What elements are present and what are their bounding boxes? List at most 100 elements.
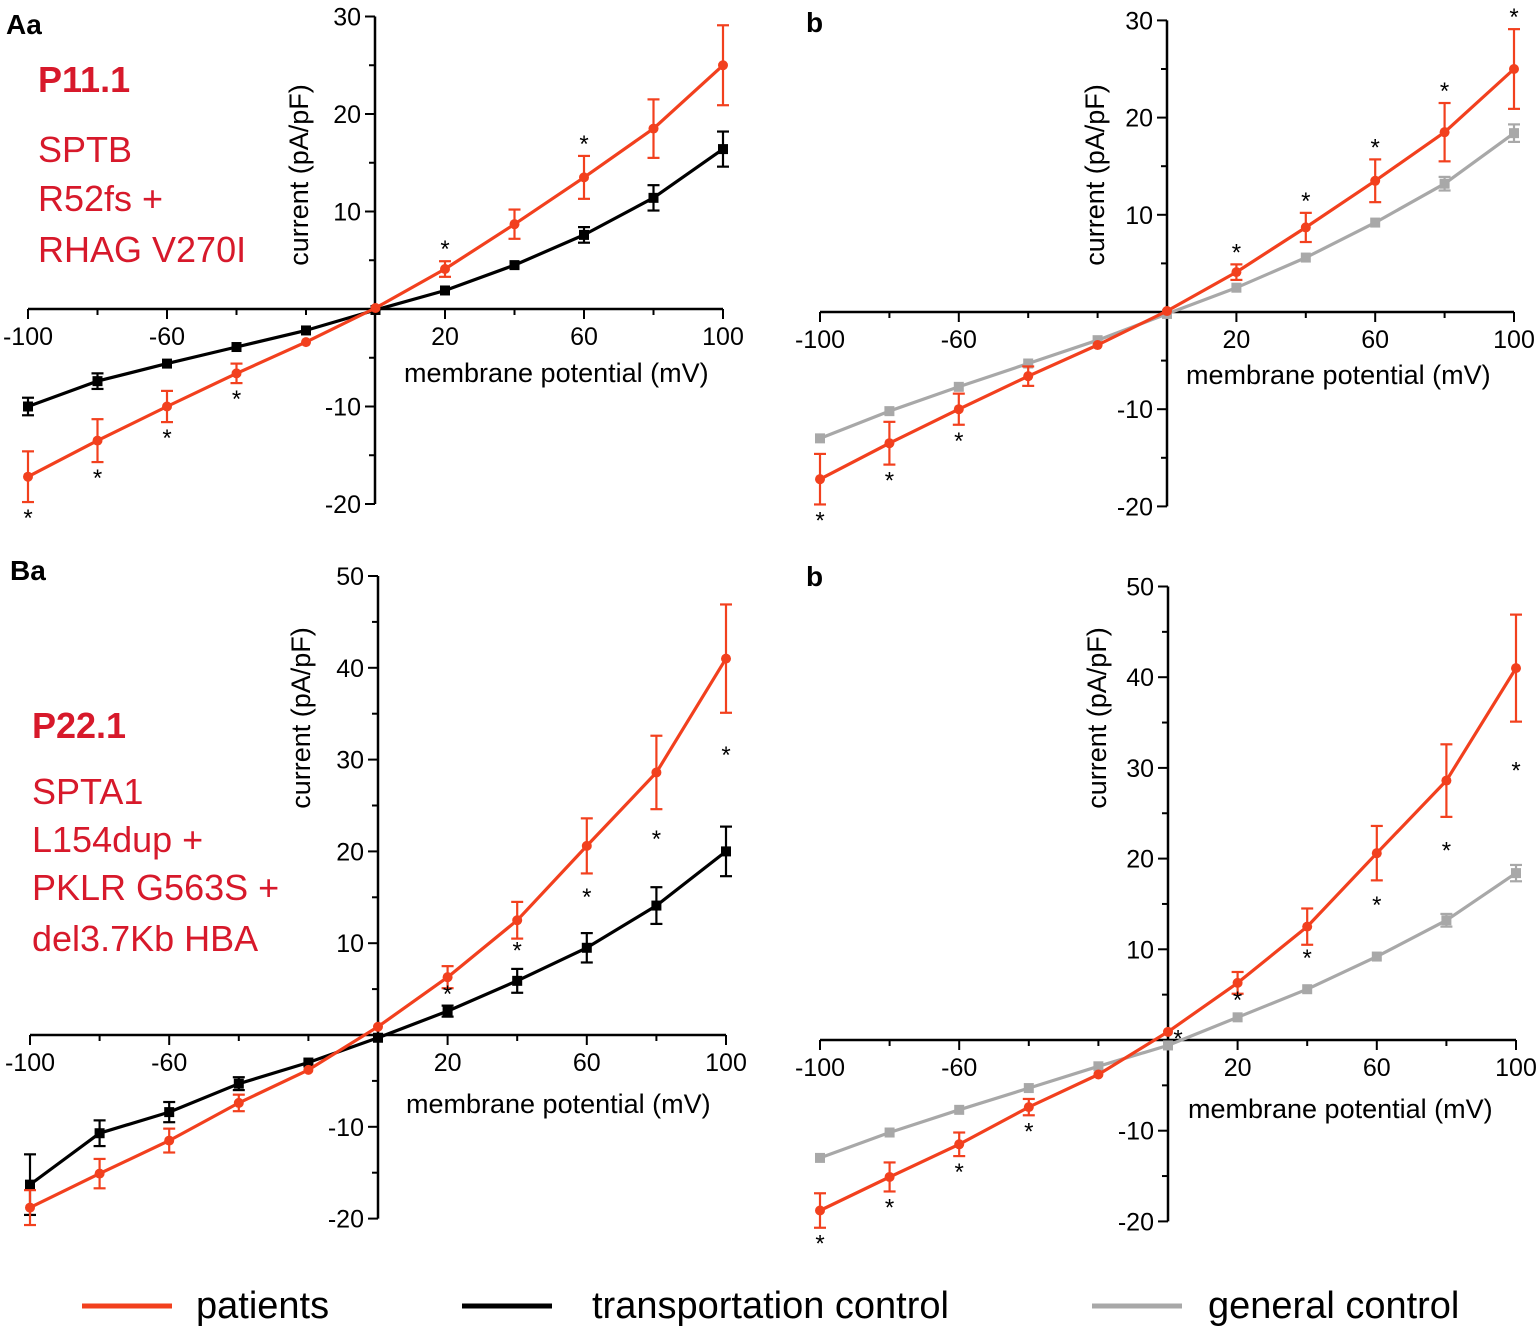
y-axis-label: current (pA/pF): [284, 84, 314, 266]
x-axis-label: membrane potential (mV): [1186, 360, 1491, 390]
significance-star: *: [1511, 758, 1520, 785]
legend-label-general-control: general control: [1208, 1285, 1459, 1327]
data-point: [1439, 127, 1450, 138]
patient-annotation-b: P22.1 SPTA1 L154dup + PKLR G563S + del3.…: [32, 705, 279, 959]
data-point: [162, 401, 172, 412]
data-point: [23, 401, 33, 412]
data-point: [512, 915, 523, 926]
data-point: [954, 1104, 965, 1115]
y-tick-label: -20: [328, 1206, 364, 1234]
data-point: [884, 1171, 895, 1182]
panel-label-aa: Aa: [6, 9, 42, 40]
data-point: [373, 1032, 383, 1043]
data-point: [1231, 282, 1242, 293]
x-tick-label: -60: [941, 326, 977, 354]
significance-star: *: [513, 938, 522, 965]
panel-bb: b -100 -60 20 60 100 -20 -10 10 20 30 40 50 membrane…: [795, 561, 1537, 1258]
data-point: [512, 975, 523, 986]
data-point: [884, 1127, 895, 1138]
series-transportation-control: [24, 825, 732, 1217]
data-point: [1232, 977, 1243, 988]
x-ticks: -100 -60 20 60 100: [5, 1035, 747, 1077]
significance-stars: * * * * * * * *: [815, 4, 1518, 534]
annotation-line: RHAG V270I: [38, 229, 246, 270]
data-point: [1441, 775, 1452, 786]
data-point: [509, 219, 520, 230]
x-tick-label: -60: [151, 1049, 187, 1077]
y-tick-label: 20: [1126, 846, 1154, 874]
significance-star: *: [1301, 188, 1310, 215]
panel-label-bb: b: [806, 561, 823, 592]
x-tick-label: 60: [1363, 1054, 1391, 1082]
significance-star: *: [955, 1159, 964, 1186]
y-axis-label: current (pA/pF): [286, 627, 316, 809]
data-point: [953, 381, 964, 392]
patient-annotation-a: P11.1 SPTB R52fs + RHAG V270I: [38, 59, 246, 270]
significance-star: *: [1372, 892, 1381, 919]
data-point: [1302, 921, 1313, 932]
significance-star: *: [652, 826, 661, 853]
significance-star: *: [232, 386, 241, 413]
y-tick-label: 10: [1126, 936, 1154, 964]
y-tick-label: 30: [1126, 755, 1154, 783]
annotation-line: SPTA1: [32, 771, 143, 812]
data-point: [1371, 951, 1382, 962]
annotation-line: L154dup +: [32, 819, 203, 860]
data-point: [1163, 1040, 1173, 1051]
y-tick-label: 50: [1126, 574, 1154, 602]
data-point: [1093, 1069, 1104, 1080]
x-axis-label: membrane potential (mV): [1188, 1094, 1493, 1124]
y-tick-label: 10: [333, 199, 361, 227]
significance-star: *: [954, 428, 963, 455]
y-tick-label: 30: [333, 4, 361, 32]
y-tick-label: 40: [336, 655, 364, 683]
data-point: [94, 1168, 105, 1179]
data-point: [373, 1021, 383, 1032]
data-point: [1231, 267, 1242, 278]
data-point: [718, 60, 728, 71]
significance-star: *: [443, 981, 452, 1008]
data-point: [1439, 178, 1450, 189]
data-point: [233, 1097, 244, 1108]
data-point: [953, 404, 964, 415]
data-point: [721, 653, 731, 664]
y-tick-label: 20: [333, 101, 361, 129]
data-point: [370, 303, 381, 314]
data-point: [1162, 306, 1172, 317]
y-ticks: -20 -10 10 20 30: [325, 4, 375, 519]
y-tick-label: -20: [325, 491, 361, 519]
data-point: [162, 358, 172, 369]
data-point: [1302, 984, 1313, 995]
x-ticks: -100 -60 20 60 100: [3, 309, 744, 351]
significance-star: *: [23, 505, 32, 532]
significance-star: *: [582, 884, 591, 911]
data-point: [301, 337, 311, 348]
significance-stars: * * * * * *: [23, 131, 588, 532]
legend: patients transportation control general …: [82, 1285, 1459, 1327]
y-tick-label: -10: [1117, 396, 1153, 424]
series-general-control: [815, 863, 1522, 1163]
significance-star: *: [1232, 239, 1241, 266]
data-point: [648, 123, 659, 134]
significance-star: *: [885, 468, 894, 495]
significance-star: *: [93, 465, 102, 492]
significance-star: *: [815, 507, 824, 534]
significance-star: *: [815, 1231, 824, 1258]
significance-star: *: [1303, 945, 1312, 972]
data-point: [1023, 358, 1034, 369]
panel-ba: Ba -100 -60 20 60 100 -20 -10 10 20 30 40 50 membran…: [5, 555, 747, 1234]
y-tick-label: 40: [1126, 664, 1154, 692]
data-point: [1441, 915, 1452, 926]
x-tick-label: 100: [702, 323, 744, 351]
data-point: [440, 264, 450, 275]
y-tick-label: -20: [1118, 1208, 1154, 1236]
data-point: [94, 1128, 105, 1139]
data-point: [92, 435, 103, 446]
y-tick-label: 30: [1125, 7, 1153, 35]
x-tick-label: -100: [795, 1054, 845, 1082]
y-tick-label: 20: [1125, 105, 1153, 133]
significance-stars: * * * * *: [443, 742, 731, 1008]
x-axis-label: membrane potential (mV): [404, 358, 709, 388]
data-point: [301, 325, 311, 336]
